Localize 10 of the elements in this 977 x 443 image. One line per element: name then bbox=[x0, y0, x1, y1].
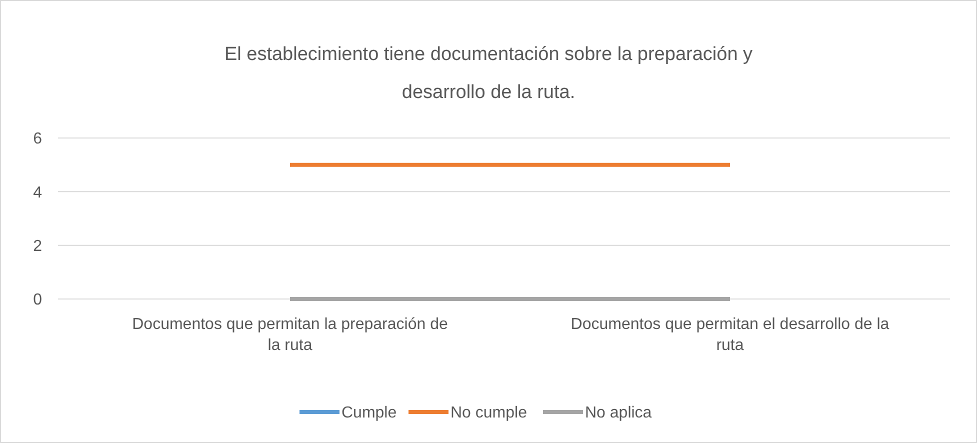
legend-label: No aplica bbox=[585, 404, 652, 422]
legend-label: Cumple bbox=[342, 404, 397, 422]
x-tick-label: Documentos que permitan el desarrollo de la ruta bbox=[570, 316, 890, 354]
y-tick-label: 2 bbox=[33, 238, 42, 255]
y-tick-label: 6 bbox=[33, 130, 42, 148]
chart-title: El establecimiento tiene documentación sobre la preparación y desarrollo de la ruta. bbox=[224, 44, 754, 103]
legend-label: No cumple bbox=[450, 404, 528, 422]
y-tick-label: 4 bbox=[33, 184, 42, 202]
y-tick-label: 0 bbox=[33, 292, 42, 309]
x-tick-label: Documentos que permitan la preparación de la ruta bbox=[132, 316, 448, 354]
